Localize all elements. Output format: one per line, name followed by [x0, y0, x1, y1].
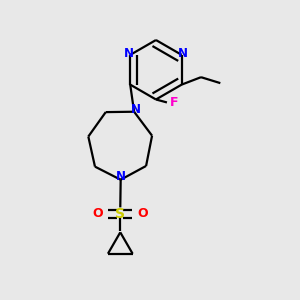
- Text: O: O: [93, 207, 103, 220]
- Text: S: S: [115, 207, 125, 221]
- Text: O: O: [137, 207, 148, 220]
- Text: F: F: [169, 96, 178, 109]
- Text: N: N: [178, 47, 188, 60]
- Text: N: N: [116, 170, 126, 183]
- Text: N: N: [124, 47, 134, 61]
- Text: N: N: [130, 103, 141, 116]
